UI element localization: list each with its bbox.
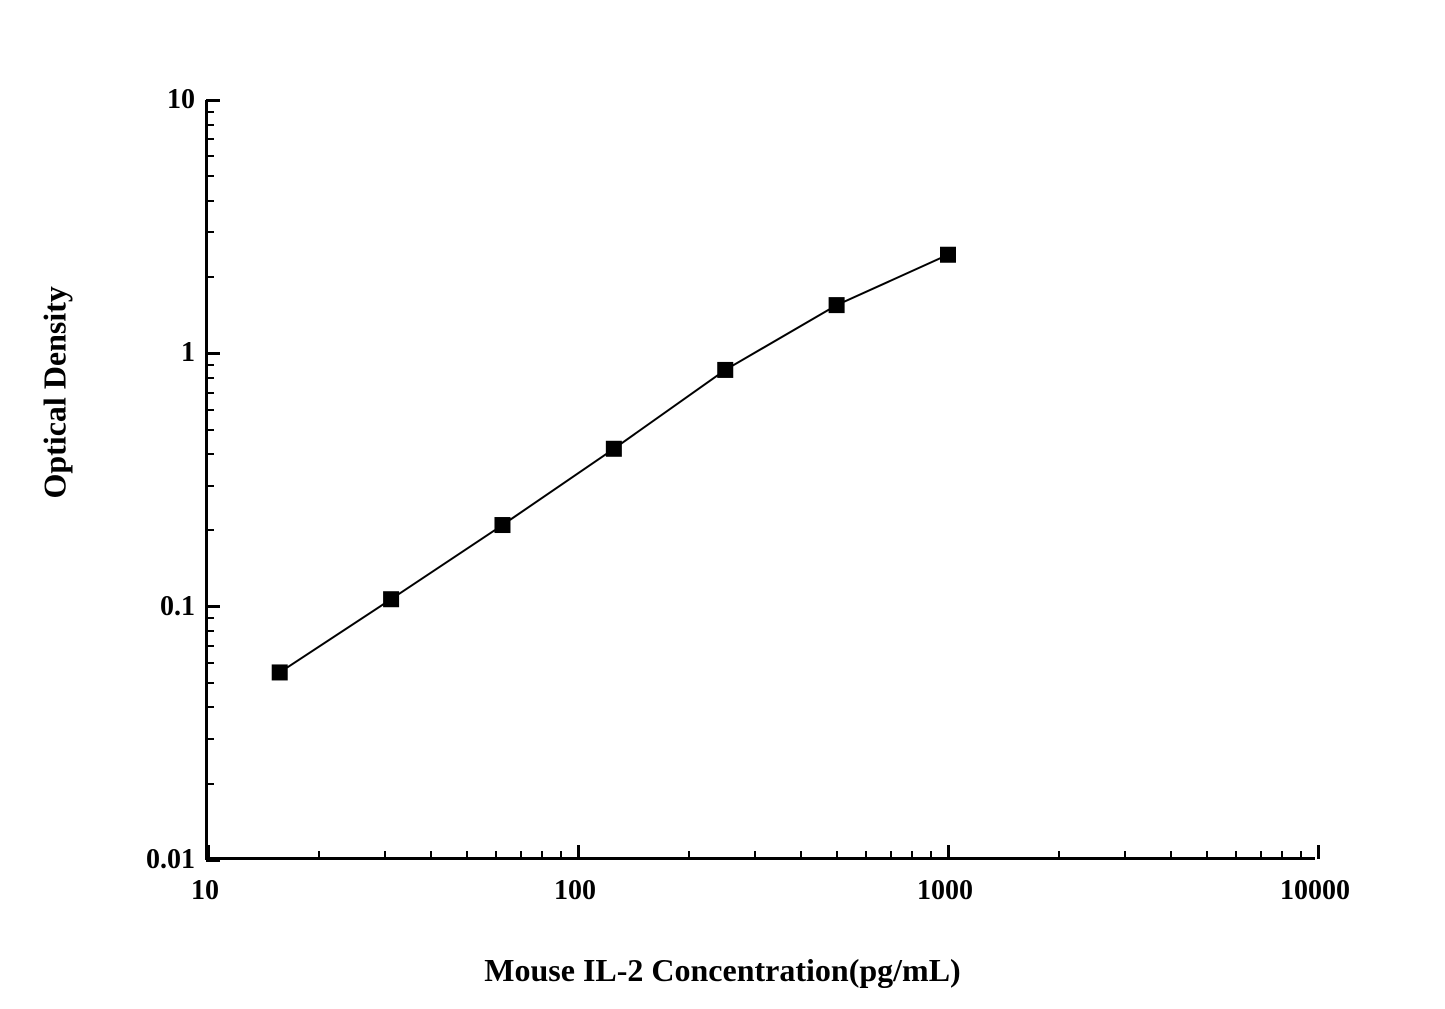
y-tick-minor	[206, 111, 214, 113]
y-tick-label: 0.1	[160, 591, 195, 623]
x-tick-label: 1000	[917, 875, 973, 907]
y-tick-minor	[206, 706, 214, 708]
y-tick-minor	[206, 138, 214, 140]
x-tick-minor	[890, 851, 892, 859]
x-tick-minor	[930, 851, 932, 859]
y-tick-minor	[206, 377, 214, 379]
x-tick-major	[207, 845, 210, 859]
y-tick-minor	[206, 364, 214, 366]
y-tick-minor	[206, 529, 214, 531]
data-marker	[606, 441, 622, 457]
x-tick-minor	[1170, 851, 1172, 859]
x-tick-minor	[541, 851, 543, 859]
y-tick-minor	[206, 662, 214, 664]
x-tick-major	[577, 845, 580, 859]
x-tick-minor	[466, 851, 468, 859]
y-tick-minor	[206, 453, 214, 455]
y-tick-minor	[206, 392, 214, 394]
data-marker	[383, 591, 399, 607]
y-tick-minor	[206, 124, 214, 126]
x-tick-minor	[1206, 851, 1208, 859]
x-tick-minor	[495, 851, 497, 859]
y-tick-major	[206, 99, 220, 102]
y-tick-minor	[206, 617, 214, 619]
x-tick-minor	[318, 851, 320, 859]
x-tick-minor	[1124, 851, 1126, 859]
x-tick-minor	[688, 851, 690, 859]
y-tick-label: 0.01	[146, 844, 195, 876]
x-tick-minor	[560, 851, 562, 859]
x-tick-minor	[836, 851, 838, 859]
y-tick-minor	[206, 231, 214, 233]
x-axis-label: Mouse IL-2 Concentration(pg/mL)	[484, 952, 960, 989]
y-tick-label: 10	[167, 84, 195, 116]
chart-container	[205, 100, 1315, 860]
y-tick-minor	[206, 175, 214, 177]
x-tick-minor	[1281, 851, 1283, 859]
y-tick-minor	[206, 409, 214, 411]
y-tick-minor	[206, 155, 214, 157]
data-marker	[717, 362, 733, 378]
x-tick-minor	[430, 851, 432, 859]
y-tick-minor	[206, 200, 214, 202]
x-tick-minor	[1235, 851, 1237, 859]
y-tick-minor	[206, 429, 214, 431]
y-tick-minor	[206, 682, 214, 684]
x-tick-minor	[1260, 851, 1262, 859]
data-marker	[494, 517, 510, 533]
y-tick-minor	[206, 630, 214, 632]
data-line	[280, 255, 948, 673]
x-tick-minor	[384, 851, 386, 859]
y-axis-label: Optical Density	[37, 286, 74, 498]
x-tick-major	[1317, 845, 1320, 859]
data-marker	[940, 247, 956, 263]
plot-area	[205, 100, 1315, 860]
x-tick-minor	[800, 851, 802, 859]
y-tick-minor	[206, 738, 214, 740]
y-tick-minor	[206, 276, 214, 278]
x-tick-minor	[911, 851, 913, 859]
y-tick-major	[206, 352, 220, 355]
x-tick-label: 100	[554, 875, 596, 907]
data-marker	[829, 297, 845, 313]
x-tick-minor	[865, 851, 867, 859]
x-tick-minor	[1058, 851, 1060, 859]
y-tick-label: 1	[181, 337, 195, 369]
data-marker	[272, 664, 288, 680]
y-tick-minor	[206, 645, 214, 647]
y-tick-minor	[206, 485, 214, 487]
x-tick-minor	[1300, 851, 1302, 859]
x-tick-minor	[520, 851, 522, 859]
y-tick-minor	[206, 783, 214, 785]
x-tick-minor	[754, 851, 756, 859]
y-tick-major	[206, 605, 220, 608]
x-tick-label: 10	[191, 875, 219, 907]
x-tick-major	[947, 845, 950, 859]
data-svg	[208, 100, 1318, 860]
x-tick-label: 10000	[1280, 875, 1350, 907]
